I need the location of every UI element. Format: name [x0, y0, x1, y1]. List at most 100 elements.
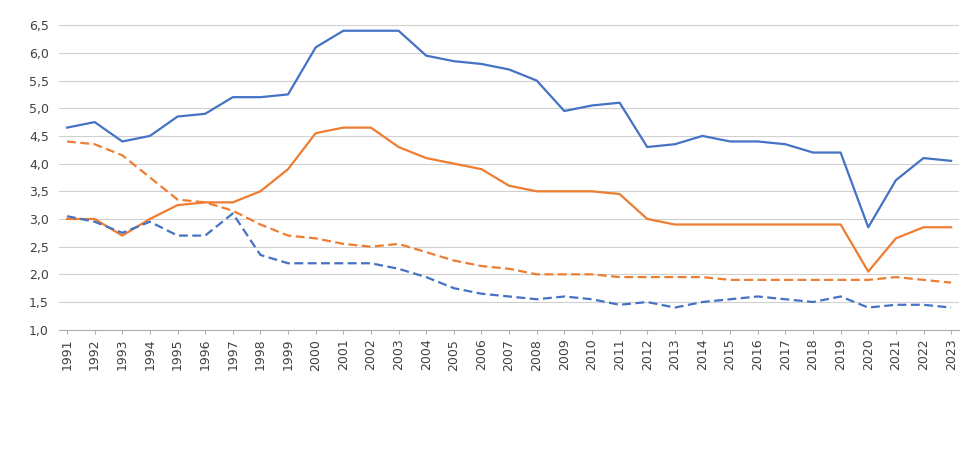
incidenti Toscana	[392, 28, 404, 33]
% mortali Italia	[862, 277, 873, 283]
% mortali Italia	[448, 258, 460, 263]
incidenti Italia	[365, 125, 377, 130]
% mortali Italia	[392, 241, 404, 247]
incidenti Italia	[945, 225, 956, 230]
incidenti Toscana	[806, 150, 818, 155]
incidenti Toscana	[309, 45, 321, 50]
incidenti Toscana	[696, 133, 708, 139]
% mortali Toscana	[309, 260, 321, 266]
incidenti Toscana	[503, 67, 514, 73]
incidenti Toscana	[557, 108, 569, 114]
% mortali Toscana	[889, 302, 901, 308]
% mortali Toscana	[227, 211, 239, 216]
% mortali Toscana	[530, 296, 542, 302]
Line: % mortali Italia: % mortali Italia	[67, 141, 951, 283]
% mortali Italia	[254, 222, 266, 227]
incidenti Italia	[171, 203, 183, 208]
% mortali Toscana	[806, 299, 818, 305]
incidenti Italia	[889, 236, 901, 241]
incidenti Italia	[89, 216, 101, 222]
% mortali Toscana	[420, 274, 431, 280]
% mortali Toscana	[365, 260, 377, 266]
% mortali Italia	[586, 271, 598, 277]
incidenti Toscana	[61, 125, 72, 130]
incidenti Toscana	[668, 141, 680, 147]
incidenti Toscana	[834, 150, 846, 155]
% mortali Italia	[61, 138, 72, 144]
incidenti Toscana	[641, 144, 652, 150]
% mortali Italia	[503, 266, 514, 272]
incidenti Italia	[916, 225, 928, 230]
incidenti Italia	[586, 188, 598, 194]
% mortali Toscana	[916, 302, 928, 308]
incidenti Italia	[392, 144, 404, 150]
% mortali Toscana	[586, 296, 598, 302]
incidenti Italia	[668, 222, 680, 227]
% mortali Toscana	[254, 252, 266, 258]
incidenti Italia	[530, 188, 542, 194]
incidenti Toscana	[254, 94, 266, 100]
% mortali Toscana	[724, 296, 735, 302]
% mortali Italia	[475, 263, 487, 269]
incidenti Toscana	[724, 138, 735, 144]
incidenti Italia	[613, 191, 625, 197]
incidenti Toscana	[448, 58, 460, 64]
% mortali Italia	[227, 208, 239, 213]
incidenti Italia	[696, 222, 708, 227]
% mortali Toscana	[834, 293, 846, 299]
% mortali Italia	[751, 277, 763, 283]
incidenti Italia	[806, 222, 818, 227]
incidenti Italia	[641, 216, 652, 222]
% mortali Toscana	[448, 285, 460, 291]
% mortali Toscana	[503, 293, 514, 299]
% mortali Toscana	[945, 305, 956, 310]
% mortali Toscana	[171, 233, 183, 238]
incidenti Toscana	[337, 28, 349, 33]
% mortali Italia	[696, 274, 708, 280]
incidenti Italia	[200, 200, 211, 205]
% mortali Italia	[282, 233, 293, 238]
% mortali Toscana	[282, 260, 293, 266]
incidenti Italia	[751, 222, 763, 227]
% mortali Toscana	[557, 293, 569, 299]
incidenti Toscana	[778, 141, 790, 147]
% mortali Italia	[89, 141, 101, 147]
% mortali Toscana	[696, 299, 708, 305]
incidenti Toscana	[365, 28, 377, 33]
incidenti Italia	[61, 216, 72, 222]
% mortali Italia	[171, 197, 183, 203]
% mortali Italia	[889, 274, 901, 280]
% mortali Toscana	[144, 219, 156, 225]
incidenti Toscana	[916, 155, 928, 161]
% mortali Italia	[309, 236, 321, 241]
Line: incidenti Toscana: incidenti Toscana	[67, 31, 951, 227]
% mortali Toscana	[392, 266, 404, 272]
incidenti Toscana	[144, 133, 156, 139]
% mortali Italia	[200, 200, 211, 205]
% mortali Toscana	[613, 302, 625, 308]
incidenti Toscana	[613, 100, 625, 106]
% mortali Italia	[834, 277, 846, 283]
incidenti Italia	[724, 222, 735, 227]
incidenti Toscana	[420, 53, 431, 58]
incidenti Italia	[557, 188, 569, 194]
incidenti Toscana	[862, 225, 873, 230]
incidenti Toscana	[282, 91, 293, 97]
incidenti Toscana	[227, 94, 239, 100]
incidenti Toscana	[586, 103, 598, 108]
incidenti Italia	[420, 155, 431, 161]
incidenti Italia	[862, 269, 873, 275]
incidenti Toscana	[89, 119, 101, 125]
% mortali Italia	[116, 153, 128, 158]
% mortali Italia	[945, 280, 956, 285]
% mortali Italia	[668, 274, 680, 280]
incidenti Italia	[309, 130, 321, 136]
Line: % mortali Toscana: % mortali Toscana	[67, 213, 951, 308]
incidenti Italia	[834, 222, 846, 227]
incidenti Italia	[116, 233, 128, 238]
% mortali Italia	[916, 277, 928, 283]
% mortali Italia	[144, 175, 156, 180]
incidenti Italia	[337, 125, 349, 130]
incidenti Italia	[254, 188, 266, 194]
% mortali Toscana	[862, 305, 873, 310]
